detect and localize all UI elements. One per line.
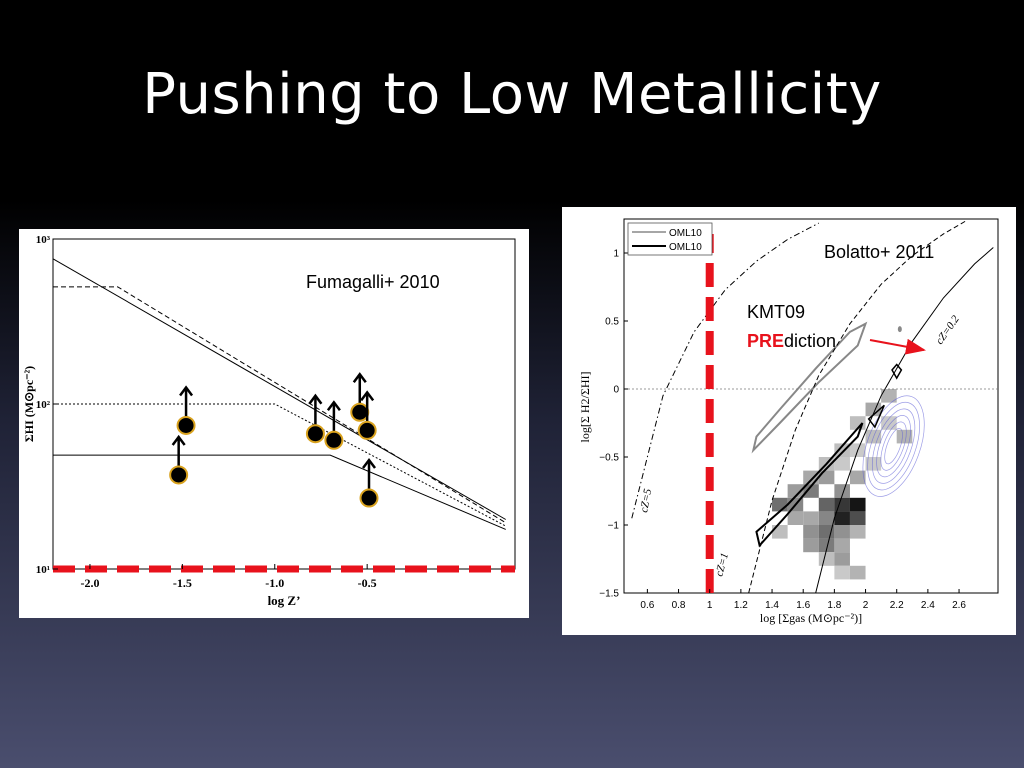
right-x-tick-label: 0.6 bbox=[640, 600, 654, 611]
oml10-black-track bbox=[755, 422, 864, 548]
lower-limit-point bbox=[169, 434, 189, 485]
right-legend: OML10 OML10 bbox=[627, 222, 713, 256]
model-curve bbox=[631, 222, 820, 519]
histogram-cell bbox=[849, 525, 866, 539]
right-x-tick-label: 1.2 bbox=[734, 600, 748, 611]
left-model-curve bbox=[53, 454, 506, 530]
left-x-axis-label: log Z’ bbox=[268, 593, 301, 608]
prediction-highlight: PRE bbox=[747, 331, 784, 351]
histogram-cell bbox=[787, 511, 804, 525]
left-annotation-label: Fumagalli+ 2010 bbox=[306, 272, 440, 292]
right-x-axis-label: log [Σgas (M⊙pc⁻²)] bbox=[760, 611, 862, 625]
histogram-cell bbox=[834, 565, 850, 580]
right-y-tick-label: 0 bbox=[613, 385, 619, 396]
oml10-gray-dot bbox=[897, 326, 902, 333]
right-y-axis-label: log[Σ H2/ΣHI] bbox=[578, 372, 592, 443]
right-x-tick-label: 2.2 bbox=[890, 600, 904, 611]
histogram-cell bbox=[849, 511, 866, 525]
lower-limit-point bbox=[359, 457, 379, 508]
density-contours bbox=[862, 395, 925, 497]
histogram-cell bbox=[818, 538, 835, 553]
right-chart-panel: 0.6 0.8 1 1.2 1.4 1.6 1.8 2 2.2 2.4 2.6 1 0.5 0 −0.5 −… bbox=[562, 207, 1016, 635]
left-model-curve bbox=[52, 258, 507, 520]
histogram-cell bbox=[834, 443, 850, 457]
histogram-cell bbox=[849, 497, 866, 512]
histogram-cell bbox=[818, 470, 835, 485]
left-chart-panel: -2.0 -1.5 -1.0 -0.5 10¹ 10² 10³ Fumagalli+ 20… bbox=[19, 229, 529, 618]
left-x-tick-label: -1.0 bbox=[265, 576, 284, 590]
histogram-cell bbox=[803, 470, 819, 485]
left-model-curve bbox=[53, 286, 507, 524]
right-y-tick-label: −1.5 bbox=[599, 589, 619, 600]
lower-limit-point bbox=[350, 372, 370, 422]
lower-limit-point bbox=[324, 400, 344, 450]
curve-label-cz5: cZ=5 bbox=[638, 487, 654, 513]
histogram-cell bbox=[803, 511, 819, 525]
histogram-cell bbox=[834, 525, 850, 539]
right-x-tick-label: 1 bbox=[707, 600, 713, 611]
right-y-tick-label: −0.5 bbox=[599, 453, 619, 464]
kmt09-label: KMT09 bbox=[747, 302, 805, 322]
histogram-cell bbox=[803, 525, 819, 539]
prediction-label: PREdiction bbox=[747, 331, 836, 351]
legend-entry-1: OML10 bbox=[669, 228, 702, 239]
histogram-cell bbox=[772, 497, 788, 512]
histogram-cell bbox=[849, 565, 866, 580]
histogram-cell bbox=[772, 525, 788, 539]
curve-label-cz02: cZ=0.2 bbox=[934, 313, 963, 347]
right-plot-frame bbox=[623, 218, 999, 594]
histogram-cell bbox=[818, 511, 835, 525]
oml10-black-contour-diamond bbox=[891, 363, 903, 380]
model-curve bbox=[748, 219, 968, 594]
histogram-cell bbox=[881, 416, 897, 430]
left-y-axis-label: ΣHI (M⊙pc⁻²) bbox=[22, 366, 36, 442]
histogram-cell bbox=[896, 429, 913, 444]
prediction-suffix: diction bbox=[784, 331, 836, 351]
left-model-curve bbox=[53, 403, 506, 527]
right-y-tick-label: 0.5 bbox=[605, 317, 619, 328]
histogram-cell bbox=[818, 552, 835, 566]
legend-entry-2: OML10 bbox=[669, 242, 702, 253]
histogram-cell bbox=[881, 389, 897, 403]
slide-title: Pushing to Low Metallicity bbox=[142, 62, 882, 127]
lower-limit-point bbox=[305, 393, 325, 444]
right-x-tick-label: 0.8 bbox=[672, 600, 686, 611]
right-x-tick-label: 2.4 bbox=[921, 600, 935, 611]
right-chart: 0.6 0.8 1 1.2 1.4 1.6 1.8 2 2.2 2.4 2.6 1 0.5 0 −0.5 −… bbox=[578, 218, 999, 625]
left-x-tick-label: -0.5 bbox=[358, 576, 377, 590]
right-x-tick-label: 2.6 bbox=[952, 600, 966, 611]
model-curve bbox=[815, 247, 994, 594]
histogram-cell bbox=[787, 484, 804, 498]
oml10-black-contour-small bbox=[867, 404, 885, 429]
histogram-cell bbox=[834, 457, 850, 471]
histogram-cell bbox=[834, 511, 850, 525]
histogram-cell bbox=[834, 484, 850, 498]
left-y-tick-label: 10³ bbox=[36, 234, 51, 246]
curve-label-cz1: cZ=1 bbox=[713, 552, 731, 578]
histogram-cell bbox=[849, 470, 866, 485]
left-x-tick-label: -1.5 bbox=[173, 576, 192, 590]
right-x-tick-label: 1.4 bbox=[765, 600, 779, 611]
oml10-gray-track bbox=[751, 321, 868, 454]
left-y-tick-label: 10² bbox=[36, 399, 51, 411]
right-y-tick-label: −1 bbox=[608, 521, 620, 532]
histogram-cell bbox=[803, 538, 819, 553]
histogram-cell bbox=[834, 497, 850, 512]
histogram-cell bbox=[834, 552, 850, 566]
left-x-tick-label: -2.0 bbox=[80, 576, 99, 590]
right-y-tick-label: 1 bbox=[613, 249, 619, 260]
right-annotation-label: Bolatto+ 2011 bbox=[824, 242, 934, 262]
lower-limit-point bbox=[357, 390, 377, 440]
right-x-tick-label: 1.6 bbox=[796, 600, 810, 611]
left-y-tick-label: 10¹ bbox=[36, 564, 50, 576]
right-x-tick-label: 2 bbox=[863, 600, 869, 611]
histogram-cell bbox=[834, 538, 850, 553]
left-chart: -2.0 -1.5 -1.0 -0.5 10¹ 10² 10³ Fumagalli+ 20… bbox=[22, 234, 516, 608]
histogram-cell bbox=[803, 484, 819, 498]
histogram-cell bbox=[818, 497, 835, 512]
right-x-tick-label: 1.8 bbox=[827, 600, 841, 611]
lower-limit-point bbox=[176, 385, 196, 435]
prediction-arrow bbox=[869, 338, 926, 355]
